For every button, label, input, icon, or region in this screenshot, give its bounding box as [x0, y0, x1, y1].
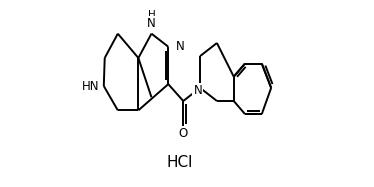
Text: H: H: [148, 10, 155, 20]
Text: N: N: [176, 40, 184, 53]
Text: N: N: [193, 84, 202, 97]
Text: O: O: [179, 127, 188, 140]
Text: N: N: [147, 17, 156, 30]
Text: HCl: HCl: [166, 155, 193, 170]
Text: HN: HN: [82, 79, 99, 93]
